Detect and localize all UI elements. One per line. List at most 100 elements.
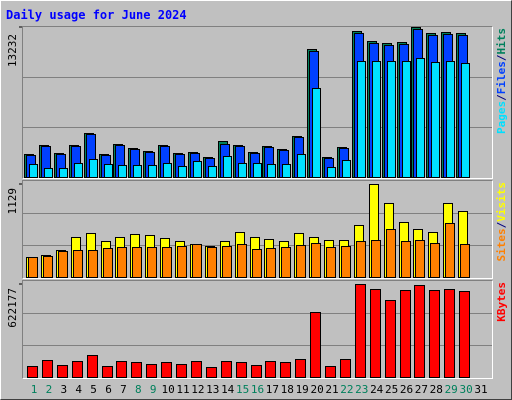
bar	[88, 250, 98, 278]
bar	[146, 364, 157, 378]
bar	[296, 245, 306, 278]
bar	[116, 361, 127, 378]
legend-separator: /	[495, 221, 508, 228]
x-tick-label: 6	[105, 383, 112, 396]
legend-entry: Sites	[495, 228, 508, 261]
x-tick-label: 13	[206, 383, 219, 396]
bar	[280, 362, 291, 378]
bar	[446, 61, 455, 178]
bar	[386, 229, 396, 278]
bar	[357, 61, 366, 178]
x-tick-label: 20	[310, 383, 323, 396]
x-tick-label: 9	[150, 383, 157, 396]
bar	[325, 366, 336, 378]
bar	[341, 246, 351, 278]
y-tick-label: 13232	[6, 34, 19, 67]
bar	[236, 362, 247, 378]
bar	[73, 250, 83, 278]
bar	[102, 366, 113, 378]
bar	[59, 168, 68, 178]
x-tick-label: 8	[135, 383, 142, 396]
bar	[415, 240, 425, 278]
bar	[327, 167, 336, 178]
bar	[460, 244, 470, 278]
bar	[44, 168, 53, 178]
bar	[461, 63, 470, 178]
bar	[400, 290, 411, 378]
bar	[295, 359, 306, 378]
bar	[311, 243, 321, 278]
bar	[237, 244, 247, 278]
legend-entry: Hits	[495, 28, 508, 55]
legend: Pages/Files/Hits	[495, 28, 508, 134]
x-tick-label: 24	[370, 383, 384, 396]
bar	[42, 360, 53, 378]
bar	[131, 362, 142, 378]
x-tick-label: 3	[60, 383, 67, 396]
bar	[104, 164, 113, 178]
legend: KBytes	[495, 282, 508, 322]
bar	[163, 163, 172, 178]
bar	[429, 290, 440, 378]
legend-entry: Visits	[495, 182, 508, 222]
x-tick-label: 30	[459, 383, 472, 396]
bar	[370, 289, 381, 378]
y-tick-label: 622177	[6, 288, 19, 328]
bar	[371, 240, 381, 278]
bar	[27, 366, 38, 378]
bar	[117, 247, 127, 278]
x-tick-label: 16	[251, 383, 264, 396]
x-tick-label: 28	[430, 383, 443, 396]
bar	[297, 154, 306, 178]
x-tick-label: 2	[46, 383, 53, 396]
bar	[161, 362, 172, 378]
bar	[222, 246, 232, 278]
chart-title: Daily usage for June 2024	[6, 8, 187, 22]
x-tick-label: 11	[176, 383, 189, 396]
bar	[430, 243, 440, 278]
bar	[74, 163, 83, 178]
bar	[251, 365, 262, 378]
x-tick-label: 14	[221, 383, 235, 396]
bar	[401, 241, 411, 278]
bar	[178, 166, 187, 178]
bar	[72, 361, 83, 378]
bar	[118, 165, 127, 178]
bar	[191, 361, 202, 378]
bar	[132, 247, 142, 278]
x-tick-label: 19	[296, 383, 309, 396]
bar	[416, 58, 425, 178]
bar	[193, 161, 202, 178]
bar	[147, 247, 157, 278]
bar	[29, 164, 38, 178]
legend-separator: /	[495, 94, 508, 101]
legend-entry: Pages	[495, 101, 508, 134]
panel-bevel	[22, 280, 493, 379]
bar	[402, 61, 411, 178]
x-tick-label: 1	[31, 383, 38, 396]
x-tick-label: 22	[340, 383, 353, 396]
bar	[281, 247, 291, 278]
bar	[177, 246, 187, 278]
panel-bevel	[22, 180, 493, 279]
bar	[238, 163, 247, 178]
panel-bevel	[22, 26, 493, 179]
x-tick-label: 5	[90, 383, 97, 396]
bar	[192, 244, 202, 278]
legend-separator: /	[495, 54, 508, 61]
bar	[148, 165, 157, 178]
x-tick-label: 17	[266, 383, 279, 396]
bar	[326, 247, 336, 278]
bar	[253, 163, 262, 178]
bar	[267, 164, 276, 178]
y-tick-label: 1129	[6, 188, 19, 215]
bar	[444, 289, 455, 378]
bar	[28, 257, 38, 278]
bar	[43, 256, 53, 278]
bar	[133, 165, 142, 178]
x-tick-label: 18	[281, 383, 294, 396]
bar	[385, 300, 396, 378]
bar	[340, 359, 351, 378]
